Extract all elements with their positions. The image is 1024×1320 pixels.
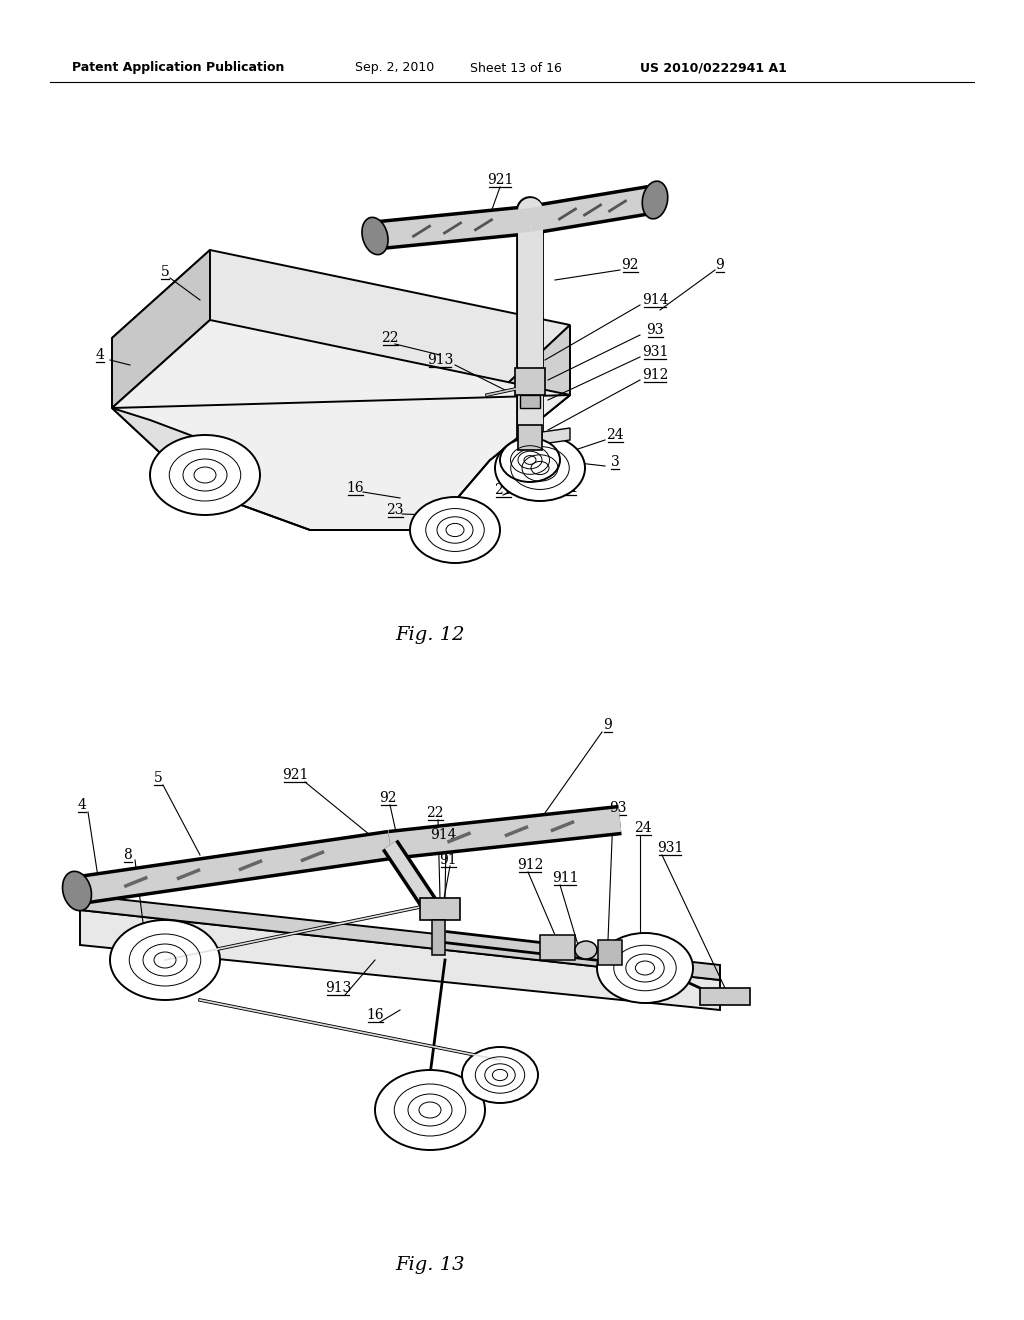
Text: 24: 24 xyxy=(634,821,652,836)
Text: Fig. 13: Fig. 13 xyxy=(395,1257,465,1274)
Polygon shape xyxy=(80,909,720,1010)
Text: 24: 24 xyxy=(606,428,624,442)
Text: 921: 921 xyxy=(282,768,308,781)
Text: 4: 4 xyxy=(78,799,86,812)
Text: 931: 931 xyxy=(642,345,669,359)
Ellipse shape xyxy=(150,436,260,515)
Text: 4: 4 xyxy=(95,348,104,362)
Text: 911: 911 xyxy=(552,871,579,884)
Polygon shape xyxy=(112,395,570,531)
Text: 912: 912 xyxy=(642,368,669,381)
Text: 92: 92 xyxy=(379,791,396,805)
Text: 8: 8 xyxy=(124,847,132,862)
Text: 23: 23 xyxy=(386,503,403,517)
Text: 913: 913 xyxy=(427,352,454,367)
Text: 8: 8 xyxy=(151,469,160,482)
Text: 93: 93 xyxy=(609,801,627,814)
Text: 912: 912 xyxy=(517,858,543,873)
Ellipse shape xyxy=(575,941,597,960)
Polygon shape xyxy=(420,898,460,920)
Text: US 2010/0222941 A1: US 2010/0222941 A1 xyxy=(640,62,786,74)
Text: 23: 23 xyxy=(412,1105,429,1119)
Polygon shape xyxy=(520,395,540,408)
Ellipse shape xyxy=(375,1071,485,1150)
Polygon shape xyxy=(112,249,210,408)
Ellipse shape xyxy=(495,436,585,502)
Ellipse shape xyxy=(410,498,500,564)
Polygon shape xyxy=(490,325,570,459)
Text: 911: 911 xyxy=(552,480,579,495)
Text: 93: 93 xyxy=(646,323,664,337)
Text: 9: 9 xyxy=(603,718,612,733)
Text: 16: 16 xyxy=(367,1008,384,1022)
Ellipse shape xyxy=(62,871,91,911)
Text: 3: 3 xyxy=(610,455,620,469)
Text: 914: 914 xyxy=(430,828,457,842)
Text: 92: 92 xyxy=(622,257,639,272)
Text: 21: 21 xyxy=(495,483,512,498)
Ellipse shape xyxy=(597,933,693,1003)
Text: 5: 5 xyxy=(161,265,169,279)
Text: 931: 931 xyxy=(656,841,683,855)
Polygon shape xyxy=(518,425,542,450)
Text: Sheet 13 of 16: Sheet 13 of 16 xyxy=(470,62,562,74)
Text: 5: 5 xyxy=(154,771,163,785)
Polygon shape xyxy=(598,940,622,965)
Polygon shape xyxy=(112,249,570,400)
Text: 16: 16 xyxy=(346,480,364,495)
Text: 22: 22 xyxy=(381,331,398,345)
Text: 91: 91 xyxy=(439,853,457,867)
Polygon shape xyxy=(515,368,545,395)
Text: Patent Application Publication: Patent Application Publication xyxy=(72,62,285,74)
Polygon shape xyxy=(432,920,445,954)
Ellipse shape xyxy=(462,1047,538,1104)
Text: 9: 9 xyxy=(716,257,724,272)
Polygon shape xyxy=(80,895,720,979)
Text: Sep. 2, 2010: Sep. 2, 2010 xyxy=(355,62,434,74)
Polygon shape xyxy=(700,987,750,1005)
Polygon shape xyxy=(540,935,575,960)
Ellipse shape xyxy=(110,920,220,1001)
Text: 22: 22 xyxy=(426,807,443,820)
Text: 913: 913 xyxy=(325,981,351,995)
Polygon shape xyxy=(112,319,570,459)
Text: 921: 921 xyxy=(486,173,513,187)
Polygon shape xyxy=(542,428,570,444)
Ellipse shape xyxy=(500,438,560,482)
Ellipse shape xyxy=(361,218,388,255)
Ellipse shape xyxy=(642,181,668,219)
Polygon shape xyxy=(112,408,230,510)
Text: 21: 21 xyxy=(488,1059,506,1072)
Text: 914: 914 xyxy=(642,293,669,308)
Text: Fig. 12: Fig. 12 xyxy=(395,626,465,644)
